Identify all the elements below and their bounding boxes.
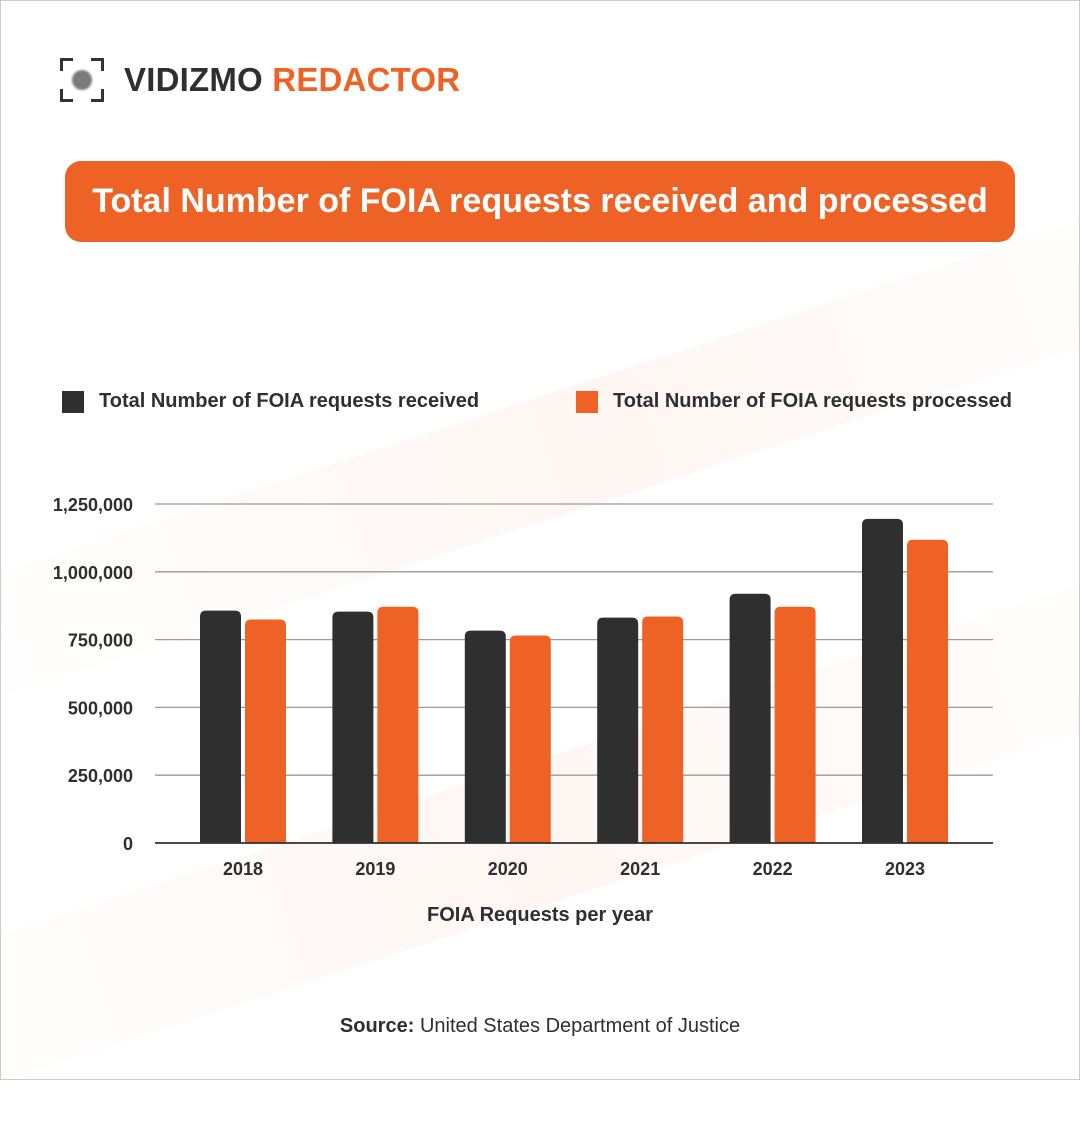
y-tick-label: 250,000 <box>68 766 133 786</box>
y-tick-label: 750,000 <box>68 631 133 651</box>
bar-received-2023 <box>862 518 903 843</box>
y-tick-label: 0 <box>123 834 133 854</box>
brand-name-dark: VIDIZMO <box>124 61 263 98</box>
legend-label-processed: Total Number of FOIA requests processed <box>613 390 1012 412</box>
legend-item-processed: Total Number of FOIA requests processed <box>576 390 1012 413</box>
source-label: Source: <box>339 1015 415 1037</box>
x-axis-title: FOIA Requests per year <box>427 904 653 926</box>
y-tick-label: 1,250,000 <box>53 495 133 515</box>
brand-name: VIDIZMO REDACTOR <box>124 61 460 99</box>
bar-received-2022 <box>729 593 771 843</box>
legend-label-received: Total Number of FOIA requests received <box>99 390 480 412</box>
redactor-logo-icon <box>60 58 104 102</box>
chart-title: Total Number of FOIA requests received a… <box>92 182 988 220</box>
bar-processed-2023 <box>907 539 948 843</box>
bar-processed-2018 <box>245 619 286 843</box>
legend-item-received: Total Number of FOIA requests received <box>62 390 479 413</box>
x-tick-label: 2023 <box>885 859 925 879</box>
source-text: United States Department of Justice <box>419 1015 741 1037</box>
brand-name-accent: REDACTOR <box>272 61 461 98</box>
bar-processed-2021 <box>642 616 684 843</box>
bar-received-2021 <box>597 617 639 843</box>
bar-processed-2020 <box>509 635 551 843</box>
x-tick-label: 2021 <box>620 859 660 879</box>
bar-processed-2022 <box>774 606 816 843</box>
y-tick-label: 500,000 <box>68 698 133 718</box>
bar-chart: 0 250,000 500,000 750,000 1,000,000 1,250,000… <box>53 495 993 926</box>
bar-received-2018 <box>200 610 241 843</box>
y-tick-label: 1,000,000 <box>53 563 133 583</box>
x-tick-label: 2018 <box>223 859 263 879</box>
x-tick-label: 2020 <box>488 859 528 879</box>
bar-received-2019 <box>332 611 374 843</box>
source-note: Source: United States Department of Just… <box>0 1015 1080 1038</box>
bar-processed-2019 <box>377 606 419 843</box>
legend-swatch-processed <box>576 390 598 413</box>
chart-title-banner: Total Number of FOIA requests received a… <box>65 161 1015 242</box>
x-tick-label: 2019 <box>355 859 395 879</box>
legend-swatch-received <box>62 390 84 413</box>
brand-logo: VIDIZMO REDACTOR <box>60 58 460 102</box>
bar-received-2020 <box>464 630 506 843</box>
x-tick-label: 2022 <box>753 859 793 879</box>
